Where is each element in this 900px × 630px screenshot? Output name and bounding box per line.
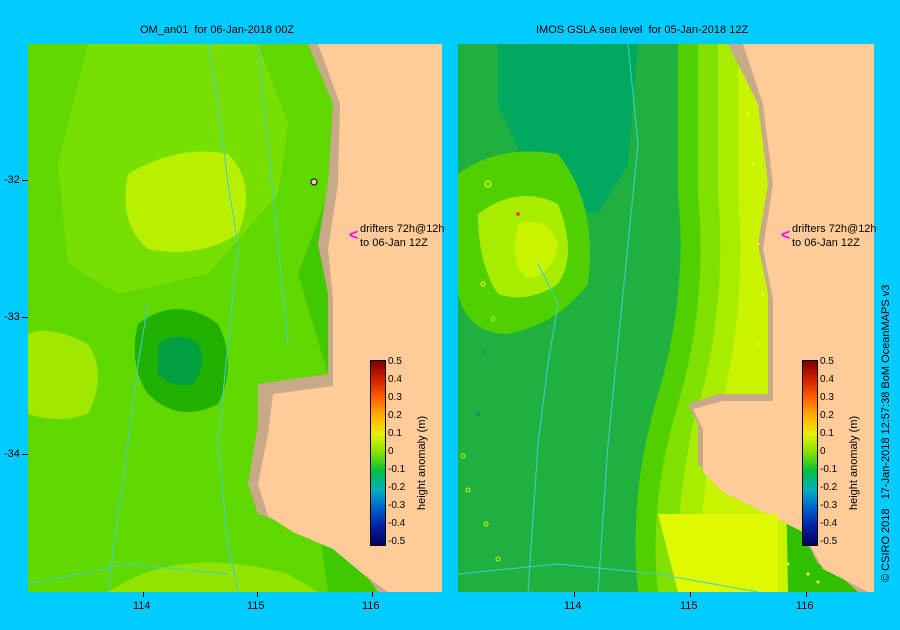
right-cbar-label: -0.1 xyxy=(820,464,838,475)
left-drifter-arrow-icon: < xyxy=(349,227,359,244)
left-colorbar-title: height anomaly (m) xyxy=(416,415,428,510)
right-cbar-label: 0.3 xyxy=(820,392,834,403)
left-colorbar-gradient xyxy=(370,360,386,546)
right-cbar-label: -0.2 xyxy=(820,482,838,493)
left-cbar-label: -0.5 xyxy=(388,536,406,547)
x-tick-right-116: 116 xyxy=(796,600,814,612)
right-annotation-line2: to 06-Jan 12Z xyxy=(792,237,860,249)
left-cbar-label: 0.1 xyxy=(388,428,402,439)
right-drifter-arrow-icon: < xyxy=(781,227,791,244)
x-tickmark-right-116 xyxy=(806,592,807,597)
y-tickmark-33 xyxy=(22,317,28,318)
x-tick-left-114: 114 xyxy=(133,600,151,612)
x-tickmark-left-114 xyxy=(143,592,144,597)
right-cbar-label: -0.3 xyxy=(820,500,838,511)
y-tick-33: -33 xyxy=(4,311,20,323)
right-drifter-annotation: drifters 72h@12h to 06-Jan 12Z xyxy=(792,222,877,250)
left-cbar-label: 0.5 xyxy=(388,356,402,367)
x-tick-left-116: 116 xyxy=(362,600,380,612)
right-cbar-label: 0.2 xyxy=(820,410,834,421)
x-tickmark-left-116 xyxy=(372,592,373,597)
right-colorbar-title: height anomaly (m) xyxy=(848,415,860,510)
credit-text: © CSIRO 2018 17-Jan-2018 12:57:38 BoM Oc… xyxy=(880,284,892,582)
right-cbar-label: -0.4 xyxy=(820,518,838,529)
left-cbar-label: -0.2 xyxy=(388,482,406,493)
right-cbar-label: -0.5 xyxy=(820,536,838,547)
right-cbar-label: 0.4 xyxy=(820,374,834,385)
left-cbar-label: 0.3 xyxy=(388,392,402,403)
right-colorbar: 0.5 0.4 0.3 0.2 0.1 0 -0.1 -0.2 -0.3 -0.… xyxy=(802,356,862,550)
x-tickmark-right-115 xyxy=(690,592,691,597)
left-cbar-label: 0 xyxy=(388,446,394,457)
left-drifter-annotation: drifters 72h@12h to 06-Jan 12Z xyxy=(360,222,445,250)
left-map-panel[interactable] xyxy=(28,44,442,592)
left-colorbar: 0.5 0.4 0.3 0.2 0.1 0 -0.1 -0.2 -0.3 -0.… xyxy=(370,356,430,550)
left-annotation-line1: drifters 72h@12h xyxy=(360,223,445,235)
left-cbar-label: -0.4 xyxy=(388,518,406,529)
right-cbar-label: 0.1 xyxy=(820,428,834,439)
x-tickmark-left-115 xyxy=(257,592,258,597)
y-tick-34: -34 xyxy=(4,448,20,460)
right-annotation-line1: drifters 72h@12h xyxy=(792,223,877,235)
left-cbar-label: 0.2 xyxy=(388,410,402,421)
left-annotation-line2: to 06-Jan 12Z xyxy=(360,237,428,249)
left-cbar-label: -0.1 xyxy=(388,464,406,475)
right-cbar-label: 0.5 xyxy=(820,356,834,367)
left-cbar-label: 0.4 xyxy=(388,374,402,385)
right-cbar-label: 0 xyxy=(820,446,826,457)
x-tick-right-115: 115 xyxy=(680,600,698,612)
left-cbar-label: -0.3 xyxy=(388,500,406,511)
y-tickmark-32 xyxy=(22,180,28,181)
x-tick-right-114: 114 xyxy=(564,600,582,612)
left-map-title: OM_an01 for 06-Jan-2018 00Z xyxy=(140,24,295,36)
x-tickmark-right-114 xyxy=(574,592,575,597)
x-tick-left-115: 115 xyxy=(247,600,265,612)
right-map-title: IMOS GSLA sea level for 05-Jan-2018 12Z xyxy=(536,24,749,36)
right-colorbar-gradient xyxy=(802,360,818,546)
y-tick-32: -32 xyxy=(4,174,20,186)
y-tickmark-34 xyxy=(22,454,28,455)
